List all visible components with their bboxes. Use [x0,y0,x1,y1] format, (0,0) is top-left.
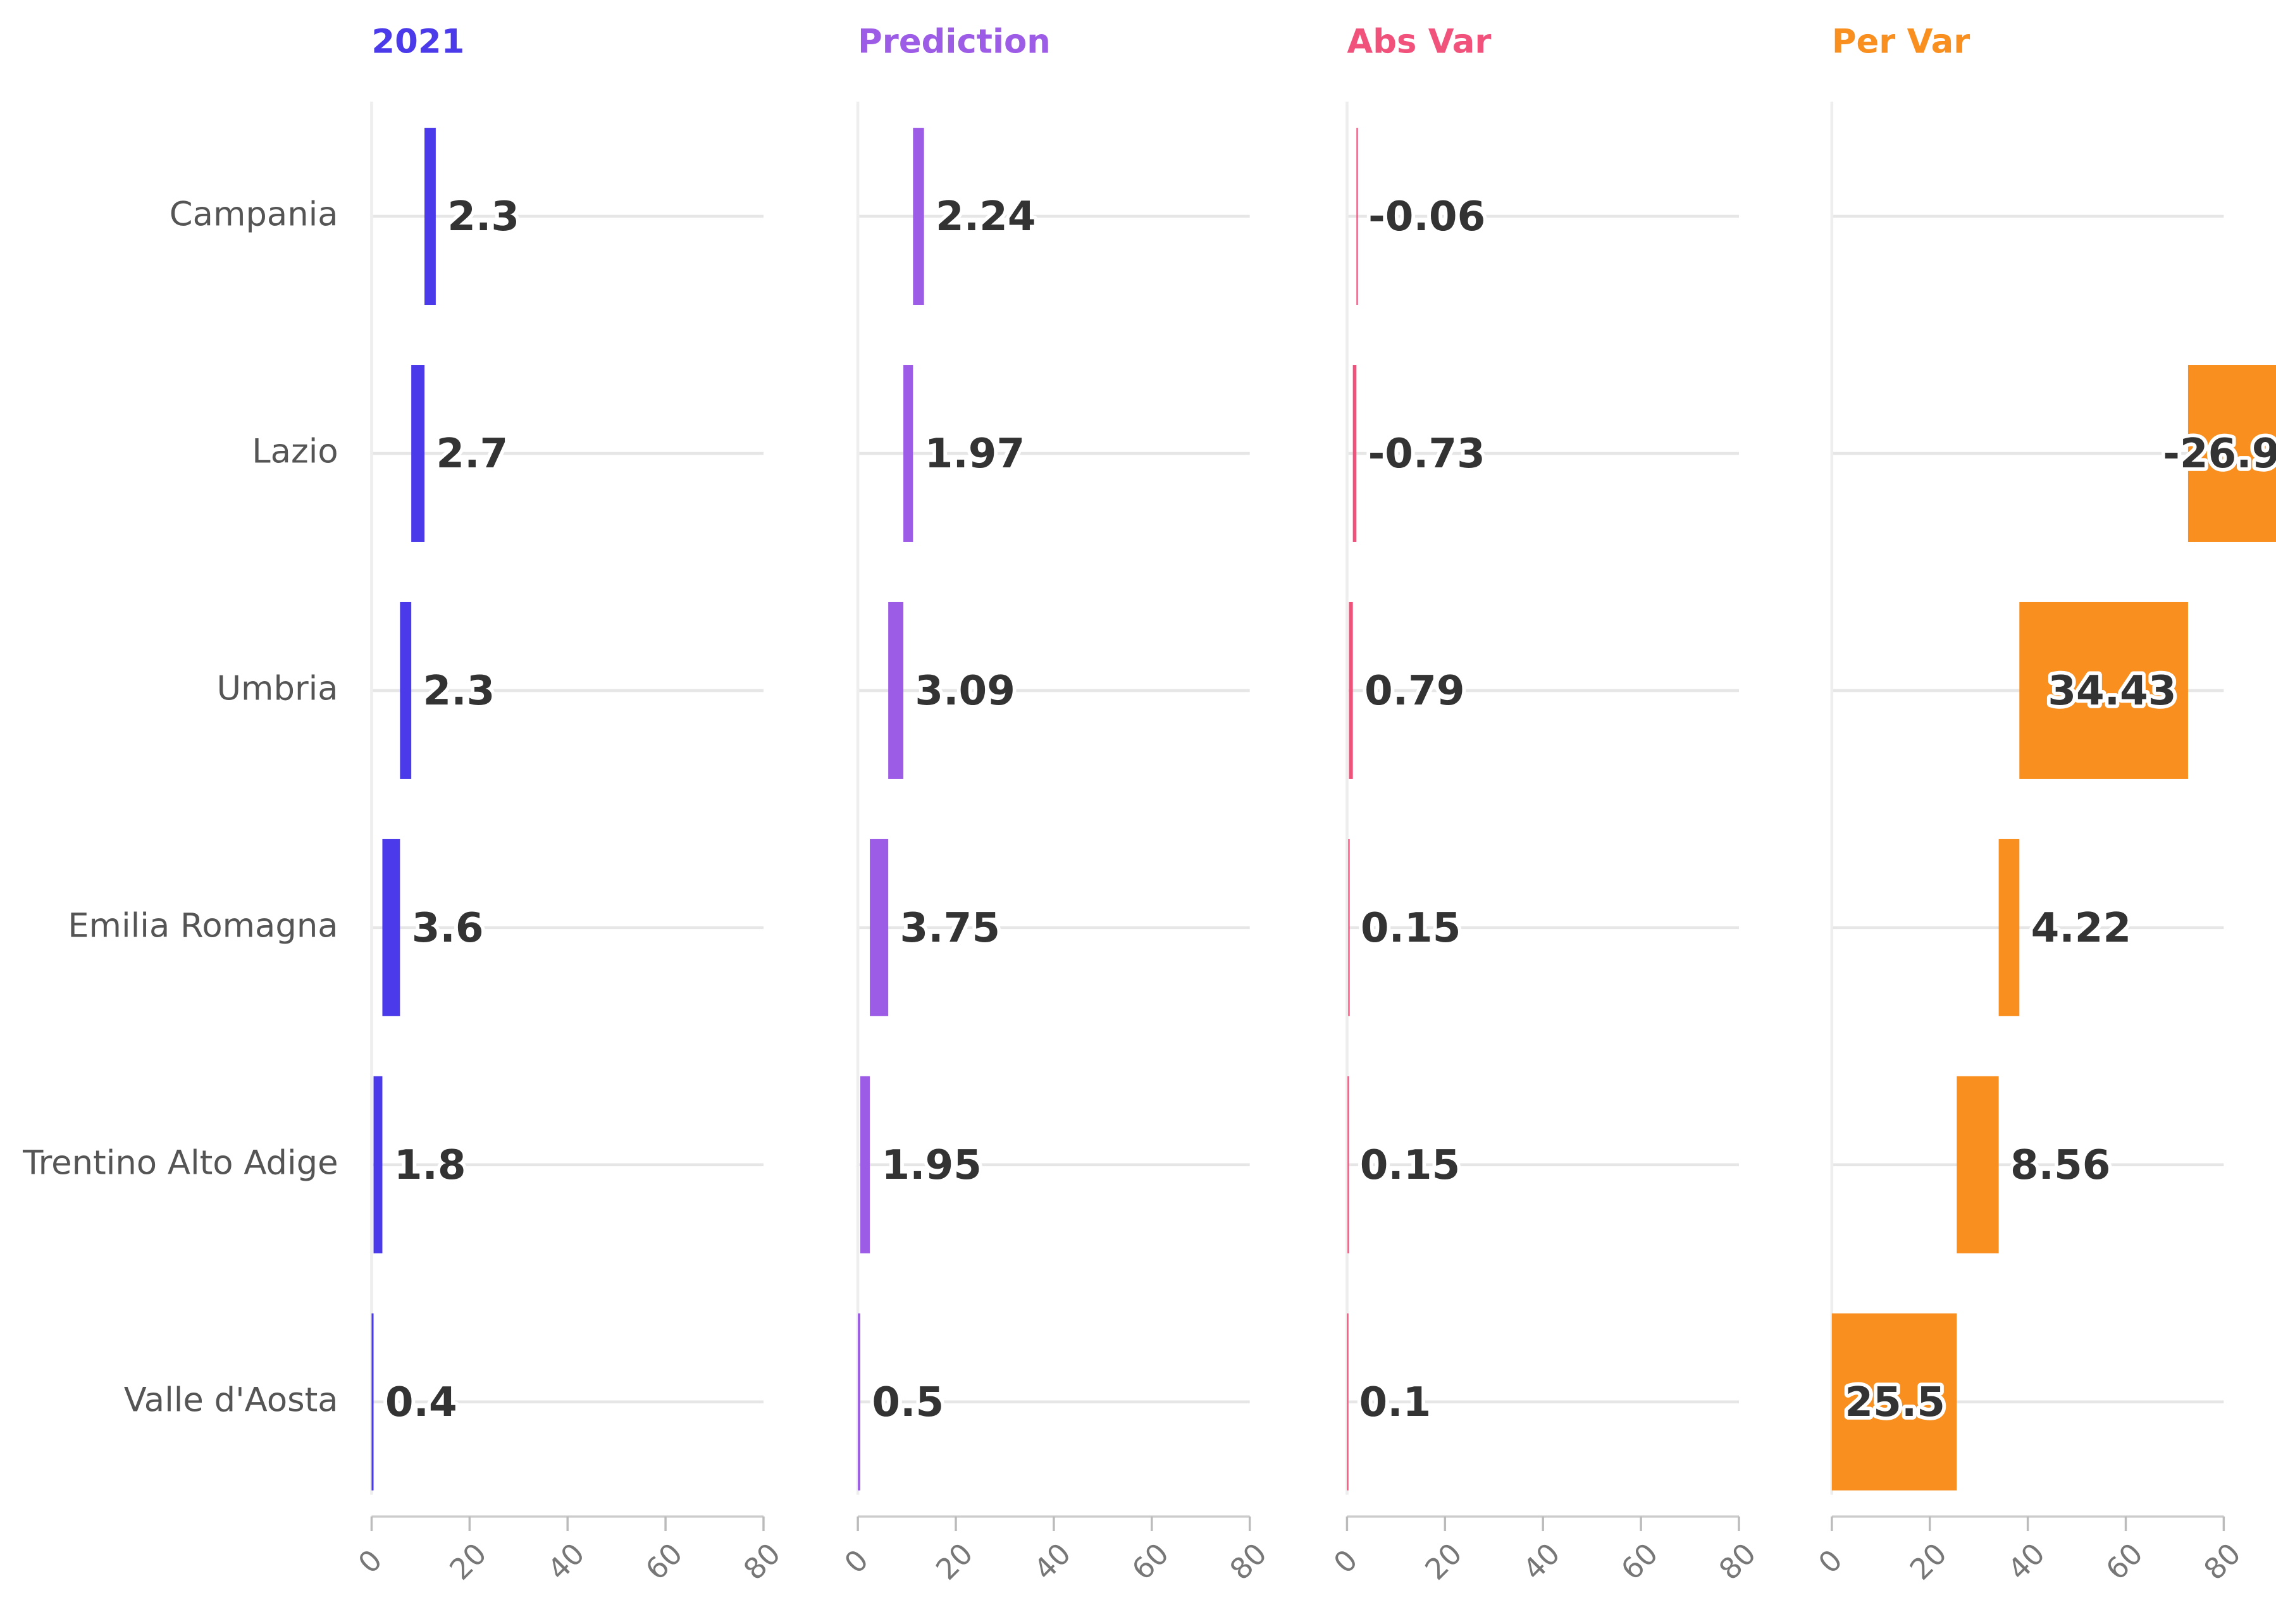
value-label: 2.7 [436,430,508,477]
x-tick-label: 80 [2197,1536,2247,1586]
value-label: -26.93 [2163,430,2276,477]
x-tick-label: 60 [639,1536,689,1586]
x-tick-label: 0 [352,1543,389,1580]
bar [2187,365,2276,542]
x-tick-label: 20 [929,1536,979,1586]
value-label: 3.6 [412,904,484,952]
value-label: 3.09 [915,667,1015,715]
value-label: 34.43 [2048,667,2176,715]
bar [2019,601,2188,779]
value-label: 1.95 [881,1141,982,1189]
x-tick-label: 20 [443,1536,493,1586]
bar [913,128,924,305]
x-tick-label: 20 [1903,1536,1953,1586]
x-tick-label: 40 [541,1536,591,1586]
bar [888,601,904,779]
x-tick-label: 60 [1614,1536,1664,1586]
bar [371,1313,374,1491]
bar [1348,839,1350,1016]
value-label: 3.75 [900,904,1001,952]
bar [1347,1313,1349,1491]
value-label: 8.56 [2010,1141,2111,1189]
value-label: -0.73 [1368,430,1485,477]
bar [860,1076,870,1253]
series-title: 2021 [371,23,464,61]
x-tick-label: 80 [1712,1536,1762,1586]
series-title: Prediction [858,23,1051,61]
value-label: 1.8 [394,1141,466,1189]
bar [1352,365,1357,542]
bar [1957,1076,1999,1253]
series-title: Abs Var [1347,23,1491,61]
x-tick-label: 40 [1027,1536,1077,1586]
x-tick-label: 60 [2099,1536,2149,1586]
value-label: 25.5 [1845,1379,1945,1426]
series-title: Per Var [1832,23,1970,61]
x-tick-label: 40 [2001,1536,2051,1586]
x-tick-label: 0 [1812,1543,1849,1580]
value-label: 2.24 [936,193,1036,240]
category-label: Lazio [252,433,338,471]
bar [1349,601,1353,779]
value-label: 2.3 [423,667,495,715]
x-tick-label: 60 [1125,1536,1175,1586]
bar [858,1313,861,1491]
x-tick-label: 0 [838,1543,875,1580]
bar [411,365,425,542]
value-label: 0.1 [1359,1379,1432,1426]
category-label: Campania [170,195,338,234]
value-label: 0.5 [872,1379,944,1426]
value-label: 0.79 [1364,667,1465,715]
category-label: Valle d'Aosta [124,1381,338,1419]
x-tick-label: 80 [1223,1536,1273,1586]
bar [870,839,889,1016]
bar [1356,128,1358,305]
value-label: 0.4 [385,1379,457,1426]
category-label: Trentino Alto Adige [22,1143,338,1182]
bar [424,128,436,305]
value-label: -0.06 [1368,193,1485,240]
bar [1998,839,2020,1016]
bar [400,601,412,779]
category-label: Emilia Romagna [68,907,338,945]
bar [1347,1076,1349,1253]
x-tick-label: 80 [737,1536,787,1586]
category-label: Umbria [216,670,338,708]
value-label: 0.15 [1360,1141,1461,1189]
x-tick-label: 0 [1327,1543,1364,1580]
x-tick-label: 40 [1516,1536,1566,1586]
value-label: 1.97 [925,430,1025,477]
bar [382,839,400,1016]
bar [373,1076,383,1253]
x-tick-label: 20 [1418,1536,1468,1586]
value-label: 2.3 [447,193,519,240]
bar [903,365,913,542]
bar [1831,1313,1957,1491]
value-label: 0.15 [1361,904,1461,952]
value-label: 4.22 [2031,904,2132,952]
